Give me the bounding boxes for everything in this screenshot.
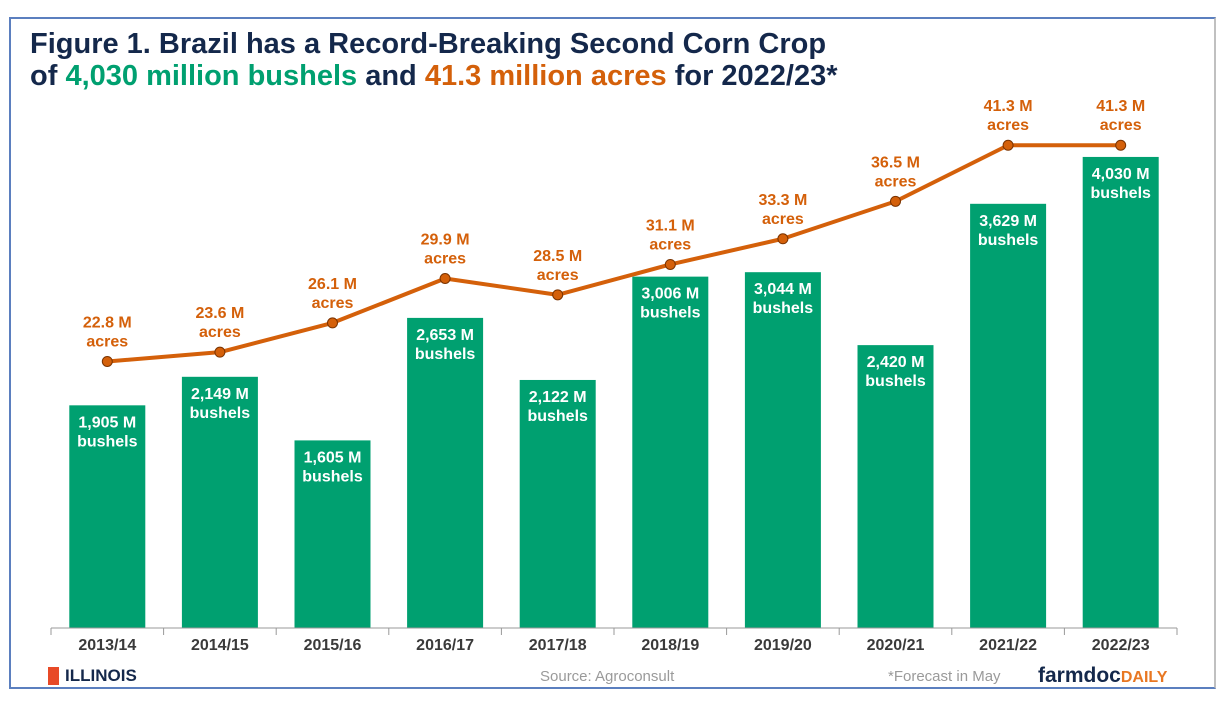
x-tick-label: 2020/21 <box>867 637 925 654</box>
x-tick-label: 2015/16 <box>304 637 362 654</box>
x-tick-label: 2013/14 <box>78 637 136 654</box>
title-bushels: 4,030 million bushels <box>65 60 358 92</box>
x-tick-label: 2017/18 <box>529 637 587 654</box>
x-tick-label: 2019/20 <box>754 637 812 654</box>
line-value-label: 31.1 M <box>646 217 695 234</box>
line-unit-label: acres <box>762 211 804 228</box>
acres-point <box>101 355 113 367</box>
x-tick-label: 2016/17 <box>416 637 474 654</box>
bar-unit-label: bushels <box>1090 185 1151 202</box>
line-unit-label: acres <box>1100 117 1142 134</box>
bar <box>632 276 709 628</box>
title-acres: 41.3 million acres <box>424 60 667 92</box>
title-line-1: Figure 1. Brazil has a Record-Breaking S… <box>30 28 827 60</box>
acres-point <box>777 233 789 245</box>
title-line-2: of 4,030 million bushels and 41.3 millio… <box>30 60 838 92</box>
x-tick-label: 2014/15 <box>191 637 249 654</box>
title-text: and <box>357 60 425 92</box>
line-unit-label: acres <box>312 295 354 312</box>
line-value-label: 22.8 M <box>83 314 132 331</box>
acres-point <box>1115 139 1127 151</box>
line-unit-label: acres <box>537 267 579 284</box>
bar <box>407 317 484 628</box>
title-text: for 2022/23* <box>666 60 838 92</box>
bar-value-label: 3,629 M <box>979 213 1037 230</box>
bar <box>294 440 371 628</box>
line-value-label: 29.9 M <box>421 232 470 249</box>
bar <box>1082 156 1159 628</box>
bar-unit-label: bushels <box>77 433 138 450</box>
acres-point <box>890 195 901 207</box>
bar-unit-label: bushels <box>415 346 476 363</box>
bar-unit-label: bushels <box>302 468 363 485</box>
bar-value-label: 2,149 M <box>191 386 249 403</box>
acres-point <box>214 346 226 358</box>
x-tick-label: 2018/19 <box>641 637 699 654</box>
bar-unit-label: bushels <box>865 373 926 390</box>
bar-unit-label: bushels <box>640 305 701 322</box>
bar <box>970 203 1047 628</box>
farmdoc-logo: farmdocDAILY <box>1038 664 1167 688</box>
acres-point <box>664 258 676 270</box>
bar-value-label: 4,030 M <box>1092 166 1150 183</box>
line-unit-label: acres <box>86 333 128 350</box>
bar-value-label: 1,605 M <box>304 449 362 466</box>
bar-value-label: 1,905 M <box>78 414 136 431</box>
line-value-label: 41.3 M <box>1096 98 1145 115</box>
line-value-label: 41.3 M <box>984 98 1033 115</box>
bar-value-label: 3,044 M <box>754 281 812 298</box>
bar-value-label: 3,006 M <box>641 286 699 303</box>
forecast-note: *Forecast in May <box>888 668 1001 685</box>
farmdoc-logo-daily: DAILY <box>1120 669 1168 686</box>
acres-line <box>107 143 1121 364</box>
x-tick-label: 2022/23 <box>1092 637 1150 654</box>
bar-unit-label: bushels <box>527 408 588 425</box>
bar <box>519 379 596 628</box>
line-unit-label: acres <box>875 173 917 190</box>
bar <box>857 345 934 628</box>
acres-point <box>1002 139 1014 151</box>
bar-value-label: 2,653 M <box>416 327 474 344</box>
chart-frame <box>9 17 1216 689</box>
bar <box>744 272 821 628</box>
line-unit-label: acres <box>649 236 691 253</box>
line-value-label: 26.1 M <box>308 276 357 293</box>
bar <box>181 376 258 628</box>
bar-unit-label: bushels <box>978 232 1039 249</box>
farmdoc-logo-text: farmdoc <box>1038 664 1121 687</box>
line-value-label: 23.6 M <box>195 305 244 322</box>
bar-value-label: 2,420 M <box>867 354 925 371</box>
acres-point <box>552 289 564 301</box>
bar-value-label: 2,122 M <box>529 389 587 406</box>
bar-unit-label: bushels <box>753 300 814 317</box>
x-tick-label: 2021/22 <box>979 637 1037 654</box>
line-value-label: 36.5 M <box>871 154 920 171</box>
bar <box>69 405 146 628</box>
illinois-logo-text: ILLINOIS <box>65 666 137 685</box>
chart-title: Figure 1. Brazil has a Record-Breaking S… <box>30 28 838 92</box>
line-unit-label: acres <box>424 251 466 268</box>
line-value-label: 28.5 M <box>533 248 582 265</box>
acres-point <box>327 317 338 329</box>
block-i-icon <box>48 667 59 685</box>
source-note: Source: Agroconsult <box>540 668 675 685</box>
line-value-label: 33.3 M <box>758 192 807 209</box>
title-text: of <box>30 60 66 92</box>
line-unit-label: acres <box>987 117 1029 134</box>
bar-unit-label: bushels <box>190 405 251 422</box>
line-unit-label: acres <box>199 324 241 341</box>
acres-point <box>439 273 451 285</box>
illinois-logo: ILLINOIS <box>48 666 137 686</box>
